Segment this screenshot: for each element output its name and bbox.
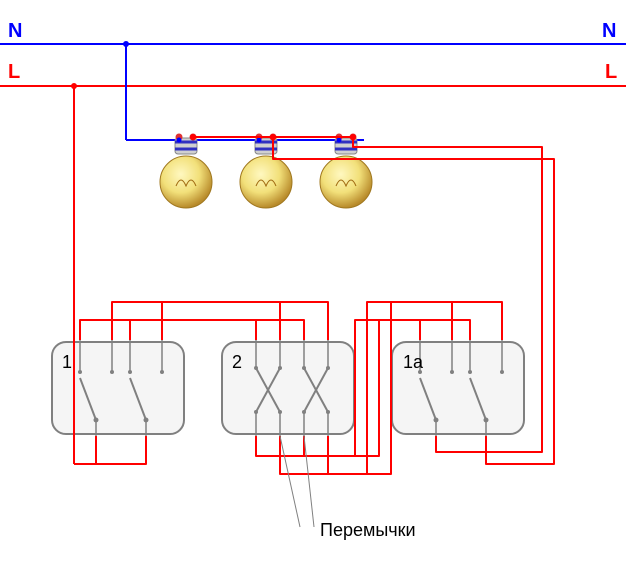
label-switch-1a: 1a <box>403 352 423 373</box>
label-n-left: N <box>8 20 22 43</box>
label-l-right: L <box>605 61 617 84</box>
circuit-diagram: N N L L 1 2 1a Перемычки <box>0 0 626 583</box>
label-jumpers: Перемычки <box>320 520 416 541</box>
label-switch-1: 1 <box>62 352 72 373</box>
label-switch-2: 2 <box>232 352 242 373</box>
diagram-svg <box>0 0 626 583</box>
label-n-right: N <box>602 20 616 43</box>
label-l-left: L <box>8 61 20 84</box>
